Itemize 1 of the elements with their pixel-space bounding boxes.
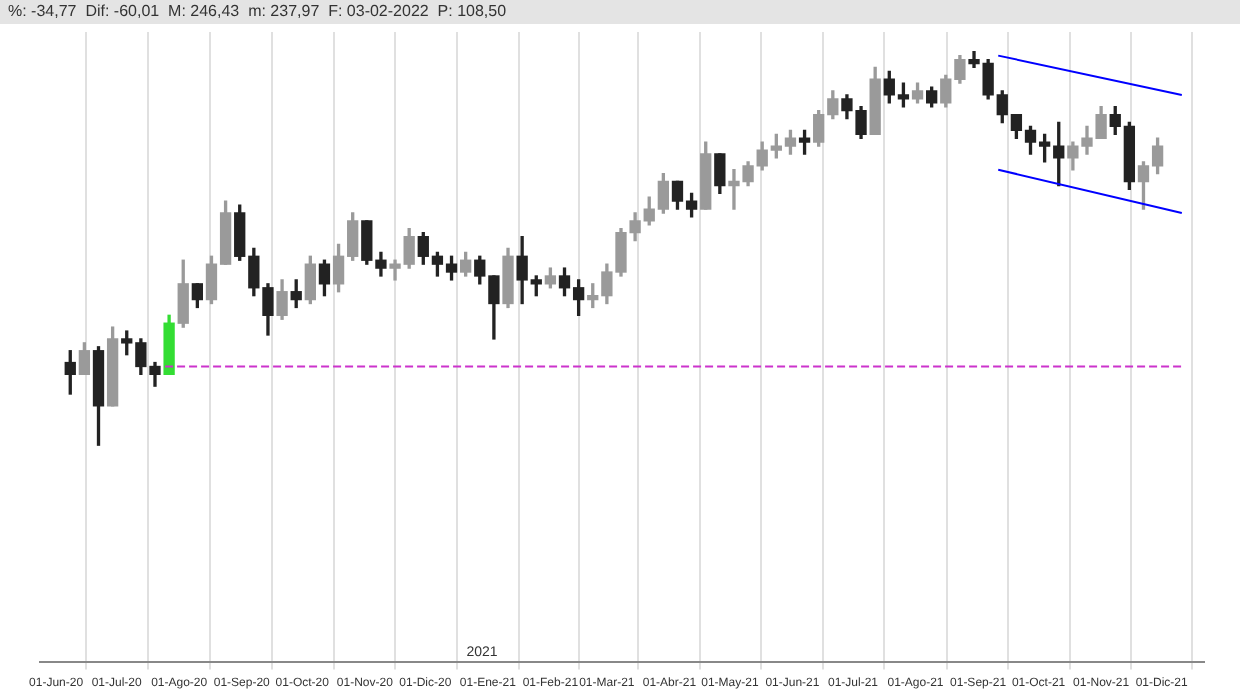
text: %: -34,77 Dif: -60,01 M: 246,43 m: 237,97 F: 03-02-2022 P: 108,50 (0, 0, 1240, 24)
